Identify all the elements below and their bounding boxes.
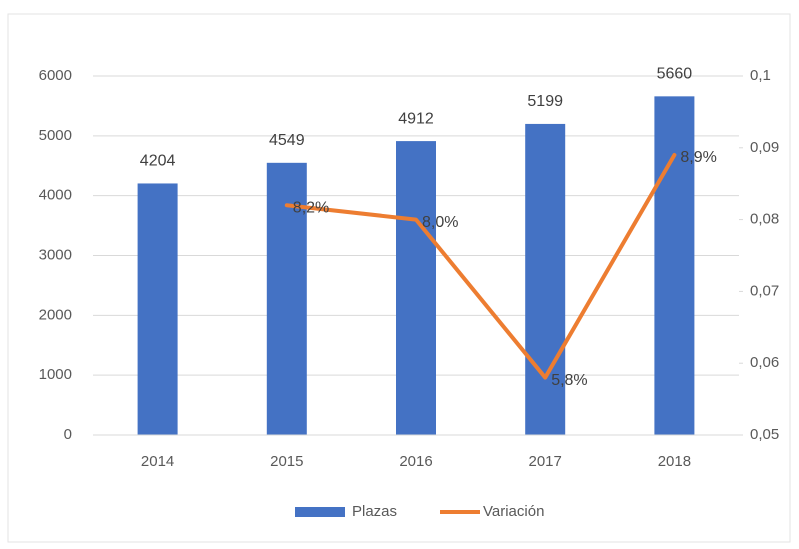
bar-value-label: 4549: [269, 132, 305, 149]
line-value-label: 8,2%: [293, 199, 329, 216]
y2-tick-label: 0,06: [750, 354, 779, 371]
bar-value-label: 5660: [657, 66, 693, 83]
line: [284, 152, 677, 380]
bar-value-label: 5199: [527, 93, 563, 110]
line-value-label: 8,9%: [680, 149, 716, 166]
x-tick-label: 2017: [529, 453, 562, 470]
y2-tick-label: 0,09: [750, 139, 779, 156]
legend-swatch: [295, 507, 345, 517]
legend-label: Plazas: [352, 503, 397, 520]
line-value-label: 5,8%: [551, 372, 587, 389]
bar: [654, 96, 695, 436]
y-tick-label: 2000: [39, 306, 72, 323]
y-tick-label: 6000: [39, 67, 72, 84]
line-value-label: 8,0%: [422, 214, 458, 231]
bar: [525, 123, 566, 435]
x-tick-label: 2016: [399, 453, 432, 470]
y2-tick-label: 0,05: [750, 426, 779, 443]
y2-tick-label: 0,08: [750, 211, 779, 228]
legend-label: Variación: [483, 503, 544, 520]
y2-tick-label: 0,07: [750, 282, 779, 299]
y-tick-label: 4000: [39, 187, 72, 204]
x-tick-label: 2018: [658, 453, 691, 470]
y-tick-label: 0: [64, 426, 72, 443]
y-tick-label: 3000: [39, 246, 72, 263]
bar: [137, 183, 178, 435]
y-tick-label: 1000: [39, 366, 72, 383]
x-tick-label: 2014: [141, 453, 174, 470]
y2-tick-label: 0,1: [750, 67, 771, 84]
bar-value-label: 4912: [398, 110, 434, 127]
bar: [396, 141, 436, 435]
y-tick-label: 5000: [39, 127, 72, 144]
x-tick-label: 2015: [270, 453, 303, 470]
bar-value-label: 4204: [140, 153, 176, 170]
